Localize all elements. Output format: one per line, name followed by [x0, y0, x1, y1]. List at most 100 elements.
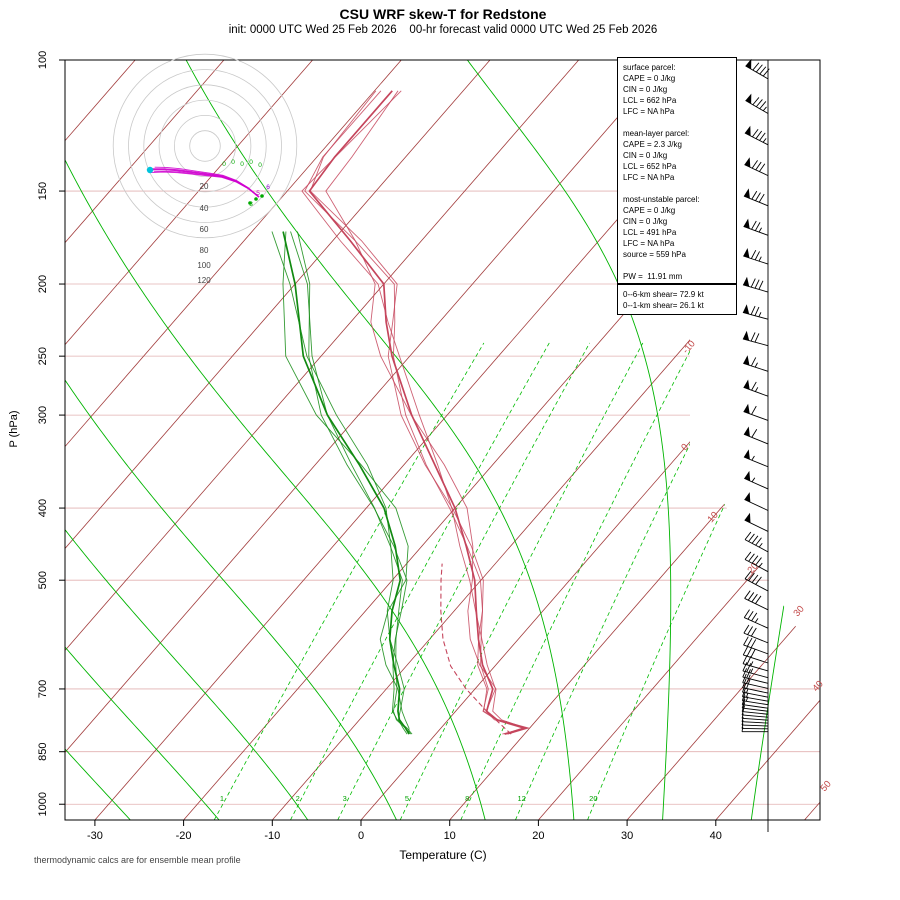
- wind-barb: [741, 691, 769, 706]
- parcel-info-line: PW = 11.91 mm: [623, 272, 683, 281]
- hodograph-ring-label: 20: [200, 182, 209, 191]
- svg-text:500: 500: [37, 571, 49, 589]
- svg-text:300: 300: [37, 406, 49, 424]
- wind-barb: [742, 646, 769, 664]
- mixing-ratio-labels: 1 2 3 5 8 12 20: [220, 794, 598, 803]
- parcel-info-line: LCL = 491 hPa: [623, 228, 677, 237]
- wind-barb: [741, 695, 769, 709]
- shear-info-line: 0--6-km shear= 72.9 kt: [623, 290, 704, 299]
- svg-text:5: 5: [405, 794, 409, 803]
- wind-barb: [743, 355, 769, 372]
- pressure-tick-labels: 100 150 200 250 300 400 500 700 850 1000: [37, 51, 65, 816]
- wind-barb: [744, 512, 769, 532]
- svg-text:10: 10: [444, 830, 456, 842]
- hodograph-ring: [173, 115, 236, 178]
- wind-barb: [743, 403, 769, 421]
- hodograph-ring-label: 120: [197, 276, 211, 285]
- svg-text:30: 30: [791, 604, 806, 619]
- hodograph-ring: [128, 69, 282, 223]
- wind-barb: [741, 687, 769, 702]
- wind-barb-column: [741, 58, 770, 832]
- parcel-info-line: CAPE = 2.3 J/kg: [623, 140, 682, 149]
- svg-text:-10: -10: [680, 339, 697, 357]
- wind-barb: [743, 624, 769, 644]
- wind-barb: [743, 426, 769, 445]
- wind-barb: [741, 702, 769, 715]
- hodograph-point-label: 3: [249, 201, 253, 208]
- hodograph-point-label: 0: [231, 159, 235, 166]
- wind-barb: [744, 470, 769, 490]
- mixing-ratio-lines: [213, 342, 802, 820]
- hodograph-point-label: 0: [240, 161, 244, 168]
- wind-barb: [742, 673, 769, 689]
- wind-barb: [743, 636, 769, 655]
- parcel-info-line: CIN = 0 J/kg: [623, 217, 668, 226]
- hodograph-trace: [151, 171, 260, 198]
- parcel-trace-line: [440, 563, 512, 735]
- parcel-info-line: [623, 260, 736, 271]
- wind-barb: [744, 590, 769, 611]
- shear-info-box: 0--6-km shear= 72.9 kt 0--1-km shear= 26.…: [617, 284, 737, 315]
- svg-text:-20: -20: [176, 830, 192, 842]
- svg-text:1: 1: [220, 794, 224, 803]
- svg-text:200: 200: [37, 275, 49, 293]
- hodograph-start-dot: [248, 201, 252, 205]
- wind-barb: [741, 726, 768, 733]
- wind-barb: [742, 662, 769, 679]
- svg-text:400: 400: [37, 499, 49, 517]
- wind-barb: [741, 720, 769, 727]
- parcel-info-line: surface parcel:: [623, 63, 676, 72]
- wind-barb: [741, 716, 769, 724]
- wind-barb: [743, 449, 769, 468]
- wind-barb: [744, 551, 769, 573]
- parcel-info-line: LFC = NA hPa: [623, 107, 675, 116]
- wind-barb: [743, 248, 769, 265]
- parcel-info-line: LFC = NA hPa: [623, 173, 675, 182]
- dewpoint-profile: [271, 231, 413, 735]
- svg-text:100: 100: [37, 51, 49, 69]
- footer-note: thermodynamic calcs are for ensemble mea…: [34, 855, 241, 865]
- plot-frame: [64, 59, 821, 821]
- wind-barb: [744, 570, 769, 592]
- wind-barb: [741, 698, 769, 712]
- x-axis-title: Temperature (C): [399, 848, 487, 862]
- wind-barb: [744, 157, 769, 177]
- wind-barb: [743, 188, 769, 207]
- y-axis-title: P (hPa): [8, 410, 20, 448]
- parcel-info-line: LCL = 652 hPa: [623, 162, 677, 171]
- wind-barb: [743, 218, 769, 236]
- parcel-info-line: [623, 183, 736, 194]
- svg-text:20: 20: [589, 794, 597, 803]
- svg-text:30: 30: [621, 830, 633, 842]
- svg-text:40: 40: [810, 679, 825, 694]
- wind-barb: [742, 654, 769, 672]
- temp-tick-labels: -30 -20 -10 0 10 20 30 40: [87, 820, 722, 842]
- svg-text:-30: -30: [87, 830, 103, 842]
- parcel-info-line: most-unstable parcel:: [623, 195, 700, 204]
- hodograph-ring: [158, 99, 252, 193]
- hodograph-point-label: 6: [266, 184, 270, 191]
- svg-text:0: 0: [679, 442, 691, 453]
- svg-text:20: 20: [532, 830, 544, 842]
- parcel-info-line: [623, 117, 736, 128]
- hodograph-start-dot: [260, 194, 264, 198]
- hodograph-start-dot: [254, 197, 258, 201]
- svg-text:20: 20: [745, 561, 760, 576]
- wind-barb: [744, 125, 769, 146]
- wind-barb: [744, 531, 769, 553]
- hodograph-ring: [112, 53, 298, 239]
- parcel-info-line: CAPE = 0 J/kg: [623, 206, 676, 215]
- parcel-info-line: CAPE = 0 J/kg: [623, 74, 676, 83]
- svg-text:150: 150: [37, 182, 49, 200]
- svg-text:-10: -10: [264, 830, 280, 842]
- hodograph-trace: [154, 166, 260, 198]
- svg-text:10: 10: [705, 510, 720, 525]
- hodograph-point-label: 0: [222, 161, 226, 168]
- hodograph-end-marker: [146, 166, 154, 174]
- svg-text:12: 12: [517, 794, 525, 803]
- svg-text:8: 8: [465, 794, 469, 803]
- hodograph-ring: [189, 130, 221, 162]
- svg-text:3: 3: [343, 794, 347, 803]
